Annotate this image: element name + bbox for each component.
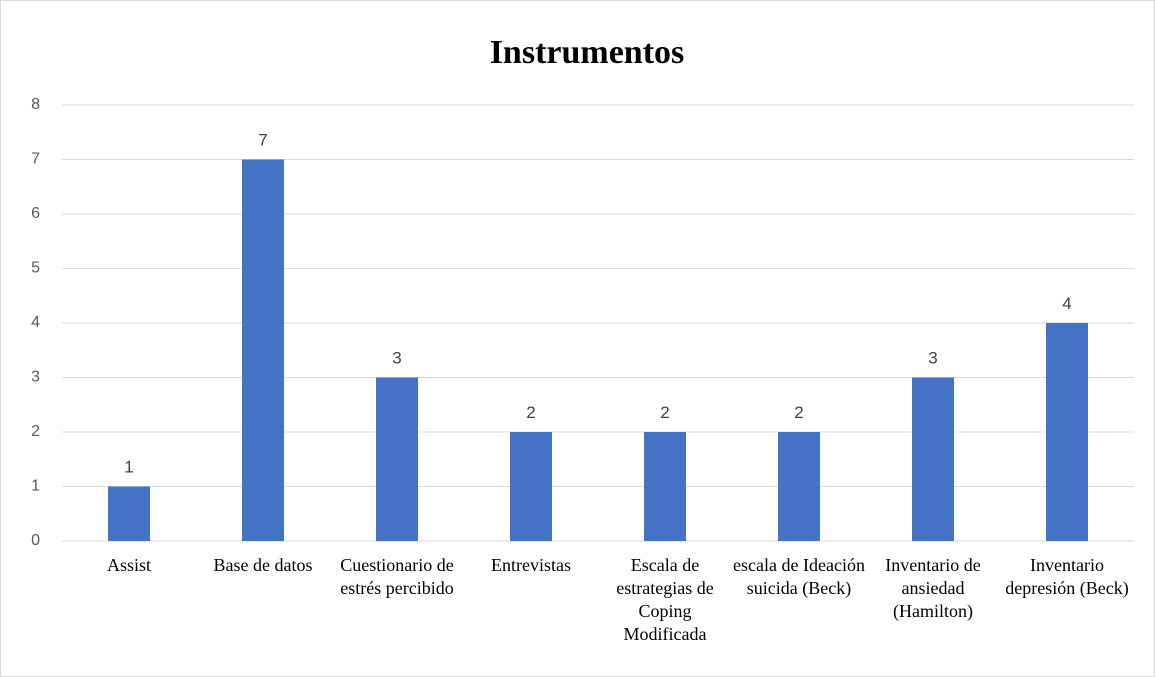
bar [1046, 323, 1088, 541]
y-tick-label: 1 [31, 478, 40, 495]
data-label: 2 [526, 403, 535, 422]
data-label: 7 [258, 131, 267, 150]
bar [108, 486, 150, 541]
bar [510, 432, 552, 541]
x-tick-label: Base de datos [213, 555, 313, 575]
y-tick-label: 0 [31, 532, 40, 549]
x-tick-label: Escala de estrategias de Coping Modifica… [616, 555, 714, 644]
bar [376, 377, 418, 541]
data-label: 2 [660, 403, 669, 422]
data-label: 3 [928, 349, 937, 368]
y-tick-label: 6 [31, 205, 40, 222]
y-tick-label: 7 [31, 151, 40, 168]
bar [912, 377, 954, 541]
x-tick-label: Cuestionario de estrés percibido [340, 555, 454, 598]
y-tick-label: 3 [31, 369, 40, 386]
data-label: 2 [794, 403, 803, 422]
bar [644, 432, 686, 541]
data-label: 4 [1062, 294, 1071, 313]
chart-title: Instrumentos [490, 34, 685, 71]
y-tick-label: 4 [31, 314, 40, 331]
x-tick-label: escala de Ideación suicida (Beck) [733, 555, 865, 598]
y-tick-label: 2 [31, 423, 40, 440]
x-tick-label: Assist [106, 555, 151, 575]
bar [778, 432, 820, 541]
x-tick-label: Entrevistas [491, 555, 571, 575]
x-tick-label: Inventario depresión (Beck) [1005, 555, 1129, 598]
data-label: 1 [124, 458, 133, 477]
bar [242, 159, 284, 541]
data-label: 3 [392, 349, 401, 368]
y-tick-label: 8 [31, 96, 40, 113]
y-tick-label: 5 [31, 260, 40, 277]
x-tick-label: Inventario de ansiedad (Hamilton) [885, 555, 981, 621]
